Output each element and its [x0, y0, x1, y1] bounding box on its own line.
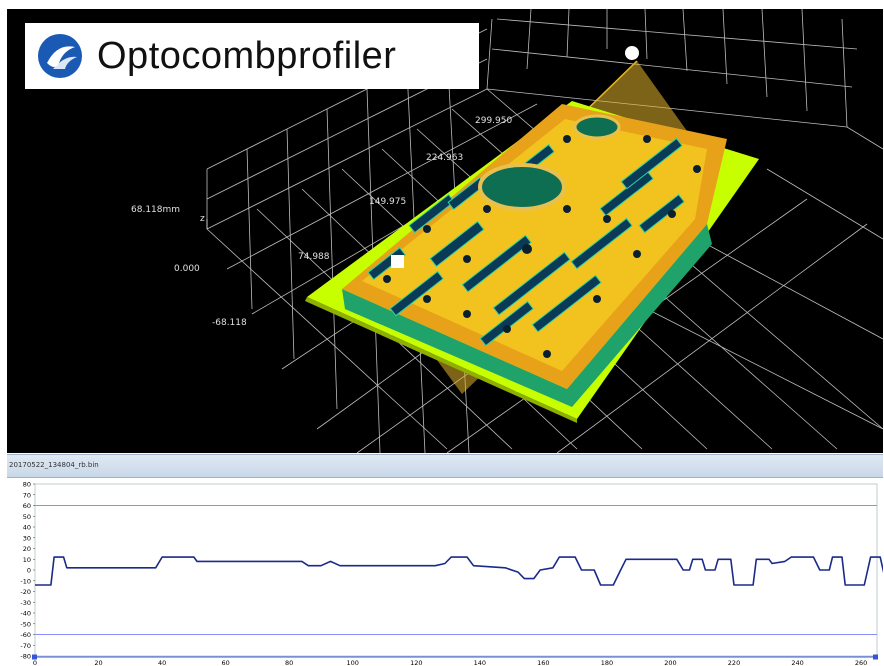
- x-tick-label: 120: [410, 659, 422, 666]
- logo-text: Optocombprofiler: [97, 34, 397, 77]
- x-tick-label: 60: [222, 659, 230, 666]
- profile-titlebar[interactable]: 20170522_134804_rb.bin: [7, 454, 883, 478]
- x-tick-label-3: 224.963: [426, 153, 464, 163]
- y-tick-label: 50: [23, 513, 31, 521]
- y-tick-label: 0: [27, 567, 31, 575]
- x-tick-label: 260: [855, 659, 867, 666]
- logo: Optocombprofiler: [25, 23, 479, 89]
- y-tick-label: 30: [23, 534, 31, 542]
- y-tick-label: -40: [20, 610, 31, 618]
- y-tick-label: -30: [20, 599, 31, 607]
- profile-filename: 20170522_134804_rb.bin: [9, 461, 99, 469]
- plot-area[interactable]: [34, 483, 878, 657]
- y-tick-label: -70: [20, 642, 31, 650]
- x-tick-label: 140: [474, 659, 486, 666]
- y-tick-label: 80: [23, 481, 31, 489]
- y-tick-label: 60: [23, 502, 31, 510]
- y-tick-label: -10: [20, 577, 31, 585]
- part-side-wall: [342, 224, 712, 407]
- x-tick-label: 220: [728, 659, 740, 666]
- x-range-handle-left[interactable]: [32, 654, 37, 660]
- y-tick-label: -50: [20, 620, 31, 628]
- y-tick-label: 20: [23, 545, 31, 553]
- 3d-scene[interactable]: [7, 9, 883, 453]
- part-bore: [478, 163, 566, 211]
- part-bore-small: [573, 114, 621, 140]
- y-tick-label: 40: [23, 524, 31, 532]
- x-tick-label-2: 149.975: [369, 197, 407, 207]
- x-tick-label: 100: [347, 659, 359, 666]
- x-tick-label-1: 74.988: [298, 252, 330, 262]
- y-tick-label: 70: [23, 491, 31, 499]
- x-tick-label: 200: [664, 659, 676, 666]
- profile-panel: 20170522_134804_rb.bin 80 70 60 50 40 30 20 10 0…: [7, 454, 883, 666]
- x-tick-label: 20: [94, 659, 102, 666]
- x-tick-label: 240: [791, 659, 803, 666]
- y-tick-label: -80: [20, 653, 31, 661]
- x-tick-label: 80: [285, 659, 293, 666]
- section-handle-bottom[interactable]: [391, 255, 404, 268]
- x-range-handle-right[interactable]: [873, 654, 878, 660]
- x-tick-label-4: 299.950: [475, 116, 513, 126]
- logo-icon: [38, 34, 82, 78]
- part-channels: [367, 137, 685, 347]
- section-handle-top[interactable]: [625, 46, 639, 60]
- 3d-viewport[interactable]: Optocombprofiler 68.118mm z 0.000 -68.11…: [7, 9, 883, 453]
- z-tick-label-bottom: -68.118: [212, 318, 247, 328]
- z-tick-label-mid: 0.000: [174, 264, 200, 274]
- y-tick-label: 10: [23, 556, 31, 564]
- x-tick-label: 0: [33, 659, 37, 666]
- x-tick-label: 180: [601, 659, 613, 666]
- z-axis-label: z: [200, 214, 205, 224]
- part-base-plate-edge: [305, 297, 577, 423]
- z-tick-label-top: 68.118mm: [131, 205, 181, 215]
- x-tick-label: 160: [537, 659, 549, 666]
- y-tick-label: -20: [20, 588, 31, 596]
- y-tick-label: -60: [20, 631, 31, 639]
- profile-chart[interactable]: 80706050403020100-10-20-30-40-50-60-70-8…: [7, 478, 883, 666]
- profile-series-line: [35, 556, 883, 586]
- x-tick-label: 40: [158, 659, 166, 666]
- part-top-inner: [362, 119, 707, 371]
